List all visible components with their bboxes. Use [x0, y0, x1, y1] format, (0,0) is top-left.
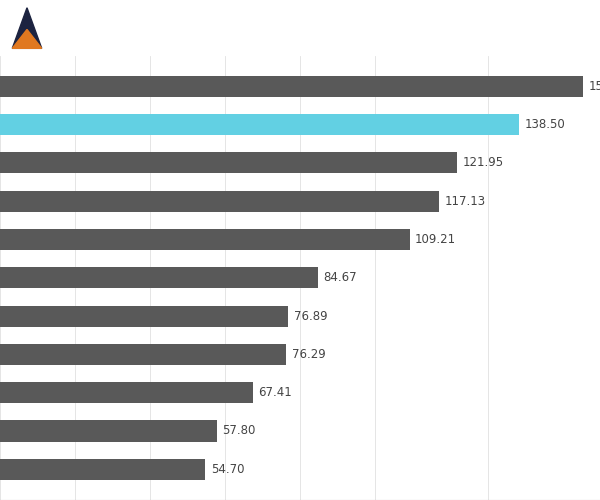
Text: Internal NAND - Sequential Read: Internal NAND - Sequential Read — [69, 10, 454, 30]
Bar — [0, 76, 583, 97]
Bar — [0, 114, 520, 135]
Text: 117.13: 117.13 — [445, 194, 486, 207]
Text: 76.29: 76.29 — [292, 348, 325, 361]
Polygon shape — [12, 8, 41, 48]
Text: 109.21: 109.21 — [415, 233, 456, 246]
Text: 138.50: 138.50 — [525, 118, 566, 131]
Bar — [0, 306, 289, 326]
Bar — [0, 382, 253, 403]
Polygon shape — [12, 30, 41, 48]
Text: 54.70: 54.70 — [211, 463, 244, 476]
Bar — [0, 420, 217, 442]
Polygon shape — [10, 5, 44, 51]
Bar — [0, 267, 317, 288]
Text: 84.67: 84.67 — [323, 272, 357, 284]
Bar — [0, 229, 410, 250]
Bar — [0, 190, 439, 212]
Text: 155.41: 155.41 — [589, 80, 600, 93]
Text: 121.95: 121.95 — [463, 156, 504, 170]
Bar — [0, 458, 205, 480]
Bar — [0, 152, 457, 174]
Text: 76.89: 76.89 — [294, 310, 328, 322]
Text: 67.41: 67.41 — [259, 386, 292, 399]
Text: 57.80: 57.80 — [223, 424, 256, 438]
Text: 256KB Sequential Reads in MB/s - Higher is Better: 256KB Sequential Reads in MB/s - Higher … — [69, 36, 383, 49]
Bar — [0, 344, 286, 365]
